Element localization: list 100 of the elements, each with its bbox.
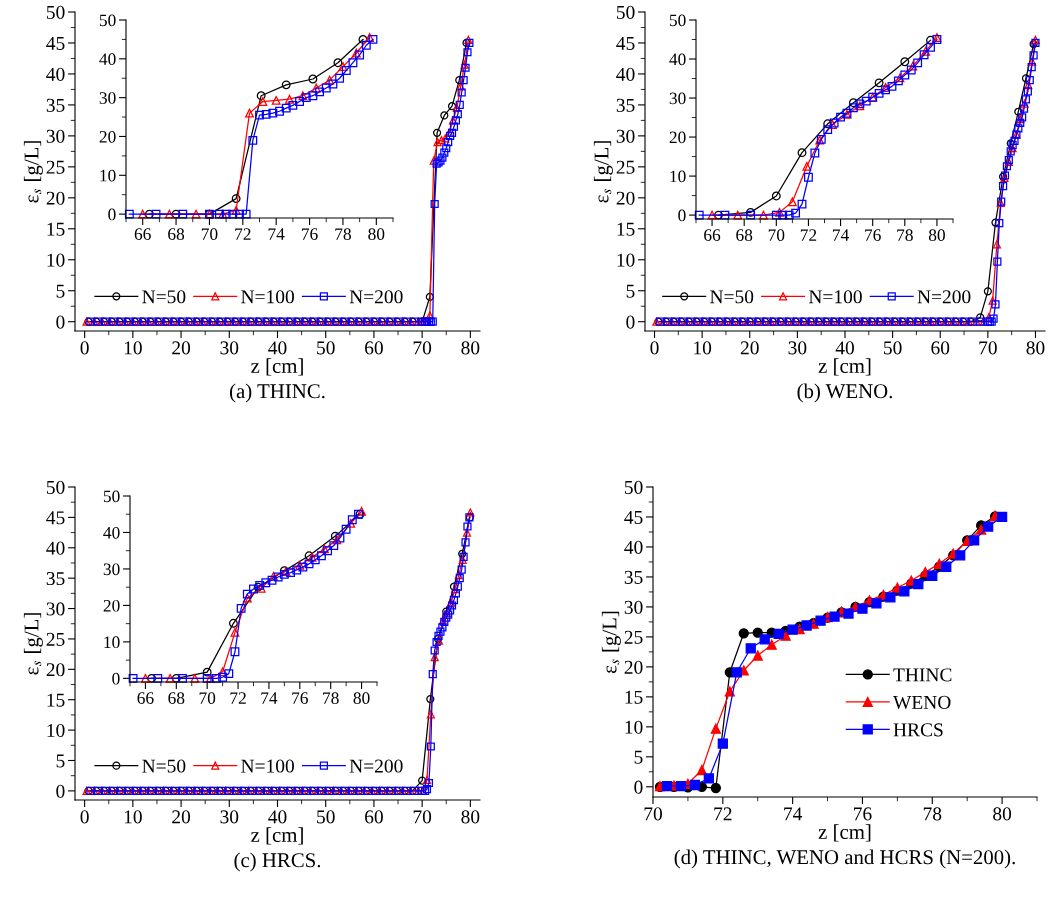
x-tick-label: 20 — [172, 810, 191, 824]
x-tick-label: 20 — [740, 341, 759, 355]
y-tick-label: 10 — [617, 253, 635, 267]
y-tick-label: 0 — [678, 209, 686, 222]
y-axis-title: ε$_{s}$ [g/L] — [593, 141, 613, 203]
x-tick-label: 76 — [854, 807, 872, 821]
text: (d) THINC, WENO and HCRS (N=200). — [674, 849, 1015, 869]
y-tick-label: 30 — [103, 563, 120, 576]
x-tick-label: 66 — [134, 228, 151, 240]
x-tick-label: 68 — [168, 228, 185, 240]
y-tick-label: 5 — [56, 754, 65, 768]
x-axis-title: z [cm] — [818, 358, 871, 376]
y-tick-label: 50 — [99, 14, 116, 27]
y-tick-label: 15 — [47, 222, 65, 236]
x-tick-label: 72 — [714, 807, 732, 821]
legend-label: N=50 — [142, 290, 186, 304]
x-tick-label: 0 — [80, 810, 89, 824]
x-tick-label: 72 — [235, 228, 251, 240]
y-tick-label: 5 — [626, 284, 635, 298]
x-tick-label: 76 — [302, 228, 318, 240]
y-tick-label: 15 — [625, 690, 643, 704]
y-tick-label: 20 — [103, 599, 120, 612]
y-tick-label: 50 — [46, 5, 65, 19]
y-tick-label: 30 — [624, 600, 643, 614]
x-tick-label: 0 — [650, 341, 659, 355]
y-tick-label: 10 — [670, 170, 686, 183]
y-tick-label: 45 — [624, 510, 643, 524]
y-tick-label: 10 — [47, 253, 65, 267]
x-tick-label: 76 — [865, 229, 881, 241]
x-tick-label: 20 — [172, 341, 191, 355]
x-tick-label: 68 — [168, 692, 185, 704]
x-tick-label: 80 — [461, 810, 480, 824]
x-tick-label: 70 — [413, 341, 432, 355]
y-tick-label: 35 — [46, 572, 65, 586]
x-tick-label: 80 — [993, 807, 1012, 821]
y-tick-label: 15 — [617, 222, 635, 236]
y-tick-label: 40 — [46, 67, 65, 81]
x-tick-label: 72 — [230, 692, 246, 704]
y-tick-label: 25 — [616, 160, 635, 174]
y-tick-label: 20 — [46, 663, 65, 677]
legend-label: N=200 — [349, 759, 403, 773]
x-tick-label: 78 — [897, 229, 913, 241]
x-tick-label: 80 — [368, 228, 385, 240]
x-tick-label: 74 — [784, 807, 803, 821]
x-tick-label: 78 — [923, 807, 942, 821]
y-tick-label: 10 — [47, 723, 65, 738]
x-tick-label: 80 — [928, 229, 945, 241]
y-tick-label: 0 — [56, 315, 65, 329]
y-tick-label: 5 — [634, 750, 643, 764]
y-axis-title: ε$_{s}$ [g/L] — [23, 141, 43, 203]
x-tick-label: 0 — [80, 341, 89, 355]
y-tick-label: 50 — [624, 480, 643, 494]
y-tick-label: 50 — [103, 490, 120, 503]
y-tick-label: 0 — [626, 315, 635, 329]
y-tick-label: 40 — [46, 541, 65, 555]
x-tick-label: 10 — [124, 341, 142, 355]
y-tick-label: 30 — [46, 602, 65, 616]
y-tick-label: 40 — [669, 53, 686, 66]
x-tick-label: 40 — [835, 341, 854, 355]
y-tick-label: 10 — [104, 636, 120, 649]
x-tick-label: 80 — [1026, 341, 1045, 355]
y-axis-title: ε$_{s}$ [g/L] — [23, 613, 43, 675]
x-tick-label: 74 — [268, 228, 285, 240]
y-tick-label: 20 — [616, 191, 635, 205]
y-tick-label: 15 — [47, 693, 65, 707]
x-tick-label: 10 — [694, 341, 712, 355]
x-tick-label: 70 — [979, 341, 997, 355]
x-tick-label: 72 — [800, 229, 817, 241]
y-tick-label: 20 — [99, 130, 116, 143]
y-tick-label: 25 — [624, 630, 643, 644]
y-tick-label: 40 — [103, 526, 120, 539]
x-tick-label: 66 — [704, 229, 721, 241]
text: (a) THINC. — [230, 383, 325, 403]
y-tick-label: 50 — [669, 14, 686, 27]
x-tick-label: 40 — [268, 810, 287, 824]
x-tick-label: 10 — [124, 810, 142, 824]
x-tick-label: 78 — [335, 228, 351, 240]
y-tick-label: 20 — [624, 660, 643, 674]
y-tick-label: 40 — [99, 53, 116, 66]
x-tick-label: 70 — [768, 229, 785, 241]
y-tick-label: 30 — [46, 129, 65, 143]
x-tick-label: 70 — [413, 810, 432, 824]
y-tick-label: 0 — [112, 672, 120, 685]
x-tick-label: 30 — [220, 810, 239, 824]
x-tick-label: 66 — [137, 692, 154, 704]
x-tick-label: 74 — [261, 692, 278, 704]
x-tick-label: 70 — [201, 228, 218, 240]
legend-label: N=100 — [241, 290, 294, 304]
y-tick-label: 50 — [46, 480, 65, 494]
x-tick-label: 50 — [317, 341, 335, 355]
x-axis-title: z [cm] — [818, 824, 871, 842]
x-tick-label: 60 — [365, 810, 383, 824]
y-tick-label: 30 — [99, 92, 116, 104]
y-tick-label: 30 — [669, 92, 686, 105]
y-tick-label: 5 — [56, 284, 65, 298]
x-tick-label: 30 — [788, 341, 807, 355]
y-tick-label: 35 — [616, 98, 635, 112]
x-axis-title: z [cm] — [251, 827, 303, 845]
y-tick-label: 35 — [624, 570, 643, 584]
y-tick-label: 45 — [46, 36, 65, 50]
